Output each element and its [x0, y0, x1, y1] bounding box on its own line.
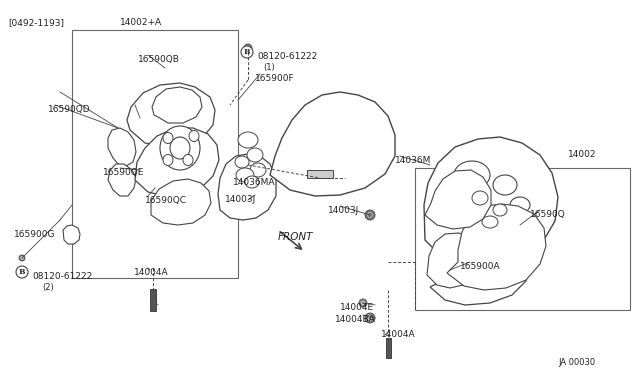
Ellipse shape [510, 197, 530, 213]
Text: (1): (1) [263, 63, 275, 72]
Ellipse shape [250, 163, 266, 177]
Polygon shape [270, 92, 395, 196]
Text: (2): (2) [42, 283, 54, 292]
Polygon shape [127, 83, 215, 147]
Text: 14004A: 14004A [381, 330, 415, 339]
Ellipse shape [170, 137, 190, 159]
Polygon shape [108, 128, 136, 166]
Text: 08120-61222: 08120-61222 [257, 52, 317, 61]
Polygon shape [152, 87, 202, 123]
Text: 08120-61222: 08120-61222 [32, 272, 92, 281]
Polygon shape [427, 233, 481, 288]
Circle shape [20, 257, 23, 259]
Circle shape [244, 44, 252, 52]
Circle shape [241, 46, 253, 58]
Text: 16590QE: 16590QE [103, 168, 145, 177]
Ellipse shape [247, 148, 263, 162]
Text: 165900G: 165900G [14, 230, 56, 239]
Bar [150, 289, 156, 311]
Circle shape [362, 301, 365, 305]
Polygon shape [447, 204, 546, 290]
Polygon shape [108, 164, 136, 196]
Ellipse shape [160, 126, 200, 170]
Text: JA 00030: JA 00030 [558, 358, 595, 367]
Text: 14036MA: 14036MA [233, 178, 275, 187]
Text: 14002: 14002 [568, 150, 596, 159]
Polygon shape [430, 231, 530, 305]
Text: 14003J: 14003J [225, 195, 256, 204]
Circle shape [16, 266, 28, 278]
Text: 165900A: 165900A [460, 262, 500, 271]
Circle shape [246, 46, 250, 49]
Text: 14004A: 14004A [134, 268, 168, 277]
Bar [307, 170, 333, 178]
Ellipse shape [454, 161, 490, 189]
Ellipse shape [238, 132, 258, 148]
Circle shape [365, 210, 375, 220]
Polygon shape [425, 170, 491, 229]
Bar [386, 338, 391, 358]
Polygon shape [218, 154, 276, 220]
Text: [0492-1193]: [0492-1193] [8, 18, 64, 27]
Text: 16590QD: 16590QD [48, 105, 91, 114]
Text: B: B [19, 268, 25, 276]
Ellipse shape [163, 154, 173, 166]
Text: B: B [244, 48, 250, 56]
Text: 14003J: 14003J [328, 206, 359, 215]
Text: 14036M: 14036M [395, 156, 431, 165]
Ellipse shape [482, 216, 498, 228]
Circle shape [19, 255, 25, 261]
Ellipse shape [493, 204, 507, 216]
Polygon shape [151, 179, 211, 225]
Text: 16590Q: 16590Q [530, 210, 566, 219]
Polygon shape [135, 128, 219, 196]
Text: 14004BA: 14004BA [335, 315, 376, 324]
Text: 16590QB: 16590QB [138, 55, 180, 64]
Polygon shape [63, 225, 80, 244]
Bar [72, 30, 238, 278]
Polygon shape [424, 137, 558, 265]
Ellipse shape [472, 191, 488, 205]
Ellipse shape [493, 175, 517, 195]
Ellipse shape [245, 176, 259, 188]
Ellipse shape [235, 156, 249, 168]
Ellipse shape [189, 131, 199, 141]
Ellipse shape [183, 154, 193, 166]
Text: FRONT: FRONT [278, 232, 314, 242]
Text: 14002+A: 14002+A [120, 18, 162, 27]
Circle shape [365, 313, 375, 323]
Circle shape [367, 212, 372, 218]
Text: 16590QC: 16590QC [145, 196, 187, 205]
Ellipse shape [236, 168, 254, 182]
Circle shape [359, 299, 367, 307]
Ellipse shape [163, 132, 173, 144]
Circle shape [368, 316, 372, 320]
Text: 165900F: 165900F [255, 74, 294, 83]
Text: 14004E: 14004E [340, 303, 374, 312]
Bar [415, 168, 630, 310]
